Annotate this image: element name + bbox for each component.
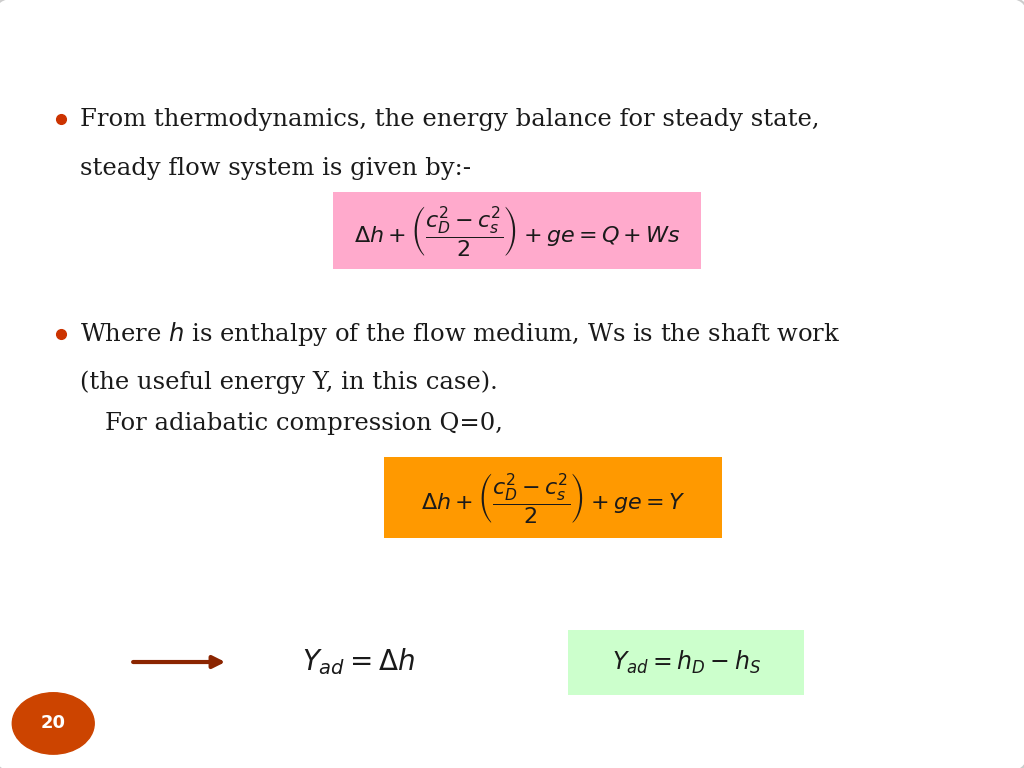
Circle shape [12, 693, 94, 754]
FancyBboxPatch shape [384, 457, 722, 538]
Text: Where $h$ is enthalpy of the flow medium, Ws is the shaft work: Where $h$ is enthalpy of the flow medium… [80, 320, 841, 348]
Text: From thermodynamics, the energy balance for steady state,: From thermodynamics, the energy balance … [80, 108, 819, 131]
Text: (the useful energy Y, in this case).: (the useful energy Y, in this case). [80, 371, 498, 394]
Text: For adiabatic compression Q=0,: For adiabatic compression Q=0, [105, 412, 504, 435]
FancyBboxPatch shape [568, 630, 804, 695]
Text: $\Delta h + \left(\dfrac{c_D^2 - c_s^2}{2}\right) + ge = Y$: $\Delta h + \left(\dfrac{c_D^2 - c_s^2}{… [421, 471, 685, 525]
Text: $\Delta h + \left(\dfrac{c_D^2 - c_s^2}{2}\right) + ge = Q + Ws$: $\Delta h + \left(\dfrac{c_D^2 - c_s^2}{… [353, 204, 681, 258]
FancyBboxPatch shape [333, 192, 701, 269]
Text: $Y_{ad}  = \Delta h$: $Y_{ad} = \Delta h$ [302, 647, 415, 677]
Text: $Y_{ad} = h_D - h_S$: $Y_{ad} = h_D - h_S$ [611, 648, 761, 676]
Text: 20: 20 [41, 714, 66, 733]
Text: steady flow system is given by:-: steady flow system is given by:- [80, 157, 471, 180]
